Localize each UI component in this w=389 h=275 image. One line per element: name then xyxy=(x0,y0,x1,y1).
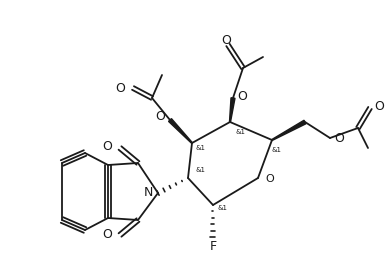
Polygon shape xyxy=(230,98,235,122)
Text: O: O xyxy=(102,227,112,241)
Text: O: O xyxy=(155,111,165,123)
Text: &1: &1 xyxy=(196,167,206,173)
Text: O: O xyxy=(374,100,384,114)
Polygon shape xyxy=(272,120,306,141)
Text: O: O xyxy=(221,34,231,48)
Text: O: O xyxy=(115,81,125,95)
Polygon shape xyxy=(168,119,193,143)
Text: &1: &1 xyxy=(218,205,228,211)
Text: F: F xyxy=(209,241,217,254)
Text: N: N xyxy=(144,186,153,199)
Text: O: O xyxy=(237,90,247,103)
Text: &1: &1 xyxy=(272,147,282,153)
Text: O: O xyxy=(265,174,274,184)
Text: &1: &1 xyxy=(236,129,246,135)
Text: &1: &1 xyxy=(196,145,206,151)
Text: O: O xyxy=(102,141,112,153)
Text: O: O xyxy=(334,131,344,144)
